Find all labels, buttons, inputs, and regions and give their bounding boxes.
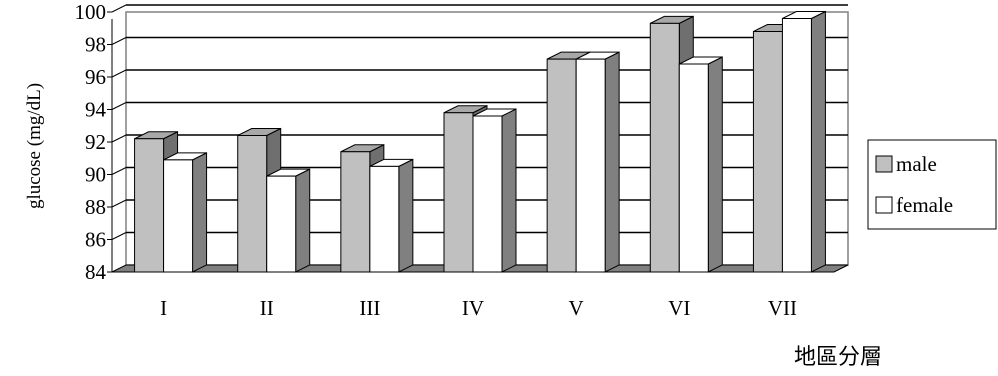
gridline-side xyxy=(111,69,127,78)
bar-female-VII xyxy=(781,10,826,273)
bar-side xyxy=(501,108,517,273)
legend-label-male: male xyxy=(896,152,937,176)
gridline-side xyxy=(111,134,127,143)
bar-side xyxy=(192,152,208,273)
bar-front xyxy=(649,22,680,273)
gridline-side xyxy=(111,37,127,45)
bar-female-V xyxy=(575,51,620,273)
legend: male female xyxy=(867,139,997,230)
bar-front xyxy=(752,31,783,273)
legend-label-female: female xyxy=(896,193,953,217)
y-tick-label: 92 xyxy=(85,130,106,154)
bar-side xyxy=(295,168,311,273)
y-tick-labels: 84 86 88 90 92 94 96 98 100 xyxy=(75,0,112,284)
bar-female-I xyxy=(163,152,208,273)
y-tick-label: 84 xyxy=(85,260,107,284)
y-tick-label: 88 xyxy=(85,195,106,219)
x-axis-label: 地區分層 xyxy=(794,345,882,370)
bar-side xyxy=(398,158,414,273)
y-axis-label: glucose (mg/dL) xyxy=(24,83,45,209)
bar-female-VI xyxy=(678,56,723,273)
bar-side xyxy=(810,10,826,273)
gridline-side xyxy=(111,102,127,110)
y-tick-label: 86 xyxy=(85,228,106,252)
bar-front xyxy=(134,138,165,273)
bar-front xyxy=(472,115,503,273)
bars xyxy=(134,10,826,273)
bar-front xyxy=(163,159,194,273)
bar-front xyxy=(443,112,474,273)
x-tick-label: I xyxy=(160,296,167,320)
bar-front xyxy=(575,58,606,273)
gridline-side xyxy=(111,199,127,208)
bar-front xyxy=(340,151,371,273)
x-tick-label: III xyxy=(359,296,380,320)
y-tick-label: 96 xyxy=(85,65,106,89)
legend-frame xyxy=(867,139,997,230)
y-tick-label: 98 xyxy=(85,33,106,57)
bar-front xyxy=(266,175,297,273)
bar-front xyxy=(237,135,268,273)
legend-swatch-male xyxy=(875,155,893,173)
bar-female-IV xyxy=(472,108,517,273)
y-tick-label: 90 xyxy=(85,163,106,187)
y-tick-label: 100 xyxy=(75,0,107,24)
bar-female-II xyxy=(266,168,311,273)
bar-front xyxy=(546,58,577,273)
x-tick-label: II xyxy=(260,296,274,320)
legend-swatch-female xyxy=(875,196,893,214)
x-tick-label: IV xyxy=(462,296,484,320)
bar-female-III xyxy=(369,158,414,273)
bar-side xyxy=(707,56,723,273)
bar-side xyxy=(604,51,620,273)
y-tick-label: 94 xyxy=(85,98,107,122)
gridline-side xyxy=(111,232,127,240)
bar-front xyxy=(678,63,709,273)
x-tick-label: V xyxy=(569,296,584,320)
x-tick-labels: I II III IV V VI VII xyxy=(160,296,797,320)
gridline-side xyxy=(111,4,127,13)
bar-front xyxy=(369,165,400,273)
bar-front xyxy=(781,18,812,273)
gridline-side xyxy=(111,167,127,175)
x-tick-label: VII xyxy=(768,296,797,320)
x-tick-label: VI xyxy=(668,296,690,320)
